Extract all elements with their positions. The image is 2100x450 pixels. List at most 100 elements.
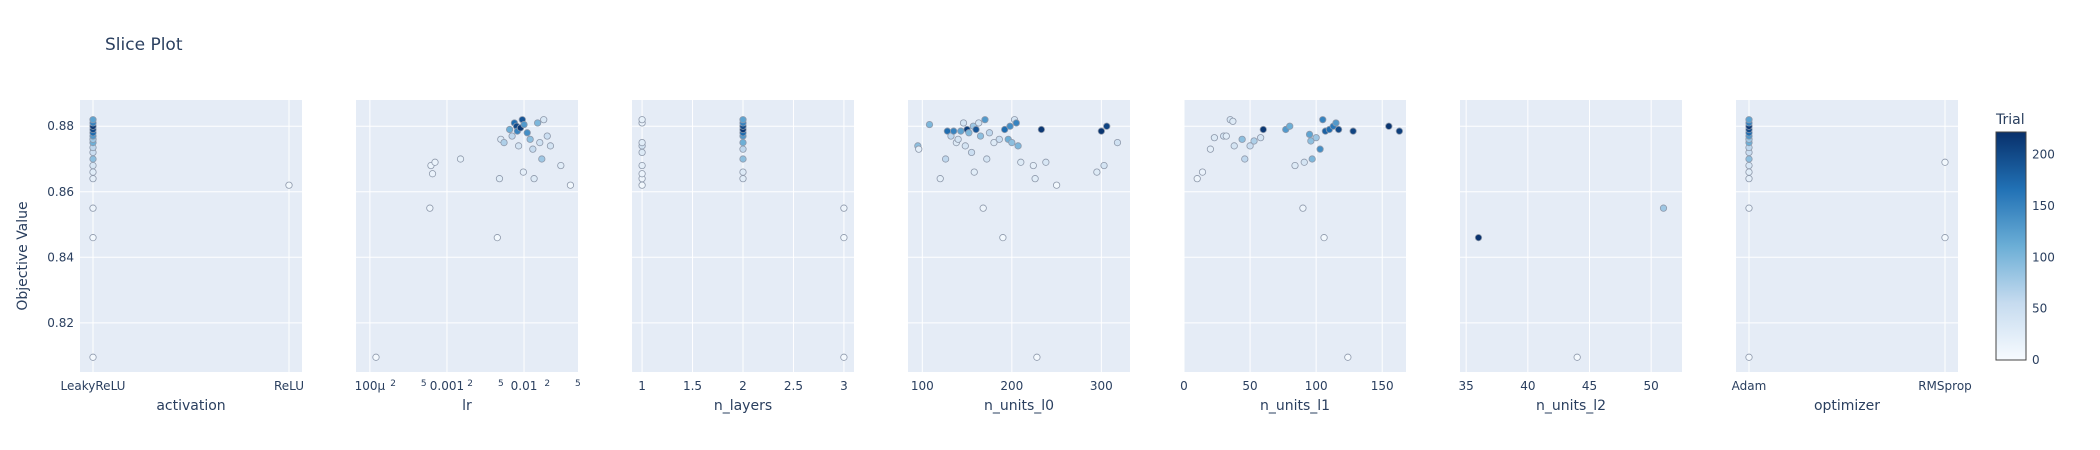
data-point bbox=[89, 161, 97, 170]
x-minor-tick-label: 5 bbox=[421, 379, 427, 389]
x-tick-label: 3 bbox=[840, 379, 848, 393]
y-axis: 0.82 0.84 0.86 0.88 bbox=[47, 119, 74, 330]
data-point bbox=[1238, 135, 1246, 143]
data-point bbox=[1229, 117, 1237, 125]
x-axis-title: n_units_l1 bbox=[1260, 398, 1330, 414]
data-point bbox=[985, 129, 994, 137]
data-point bbox=[1206, 145, 1215, 153]
data-point bbox=[957, 127, 965, 135]
panel-activation: LeakyReLU ReLU activation bbox=[61, 100, 304, 414]
data-point bbox=[1573, 353, 1581, 361]
data-point bbox=[534, 119, 542, 127]
data-point bbox=[1745, 168, 1753, 176]
data-point bbox=[936, 175, 944, 183]
data-point bbox=[89, 234, 97, 242]
data-point bbox=[1300, 158, 1308, 166]
data-point bbox=[1335, 125, 1343, 134]
data-point bbox=[523, 129, 531, 137]
x-tick-label: 45 bbox=[1582, 379, 1597, 393]
data-point bbox=[1385, 122, 1393, 130]
panel-n_layers: 1 1.5 2 2.5 3 n_layers bbox=[632, 100, 854, 414]
data-point bbox=[961, 142, 969, 150]
colorbar-bar bbox=[1995, 131, 2027, 361]
x-tick-label: 0.01 bbox=[511, 379, 538, 393]
data-point bbox=[1745, 155, 1753, 163]
data-point bbox=[1037, 125, 1045, 134]
data-point bbox=[1308, 155, 1316, 163]
x-minor-tick-label: 5 bbox=[575, 379, 581, 389]
data-point bbox=[1008, 139, 1016, 147]
data-point bbox=[1320, 234, 1328, 242]
data-point bbox=[990, 139, 998, 147]
data-point bbox=[1012, 119, 1020, 127]
data-point bbox=[840, 234, 848, 242]
data-point bbox=[983, 155, 991, 163]
data-point bbox=[1246, 142, 1254, 150]
panel-n_units_l0: 100 200 300 n_units_l0 bbox=[908, 100, 1130, 414]
data-point bbox=[1259, 125, 1267, 134]
panel-background bbox=[908, 100, 1130, 372]
data-point bbox=[1395, 127, 1403, 135]
x-axis-title: lr bbox=[462, 398, 472, 414]
x-axis-title: n_units_l2 bbox=[1536, 398, 1606, 414]
x-tick-label: 0 bbox=[1180, 379, 1188, 393]
data-point bbox=[1052, 181, 1061, 189]
x-tick-label: 50 bbox=[1242, 379, 1257, 393]
data-point bbox=[428, 170, 437, 178]
data-point bbox=[1198, 168, 1207, 176]
x-tick-label: 2 bbox=[739, 379, 747, 393]
x-axis-title: n_layers bbox=[714, 398, 772, 414]
data-point bbox=[1344, 353, 1352, 361]
data-point bbox=[1017, 158, 1025, 166]
colorbar-tick-label: 50 bbox=[2032, 302, 2047, 316]
data-point bbox=[975, 119, 983, 127]
x-tick-label: 100 bbox=[1305, 379, 1328, 393]
y-tick-label: 0.86 bbox=[47, 185, 74, 199]
data-point bbox=[89, 155, 97, 163]
data-point bbox=[508, 132, 516, 140]
data-point bbox=[1745, 161, 1753, 170]
data-point bbox=[1031, 175, 1039, 183]
data-point bbox=[89, 168, 97, 176]
data-point bbox=[1299, 204, 1307, 212]
data-point bbox=[1745, 204, 1753, 212]
y-tick-label: 0.82 bbox=[47, 316, 74, 330]
data-point bbox=[1319, 116, 1327, 124]
data-point bbox=[840, 353, 848, 361]
y-tick-label: 0.88 bbox=[47, 119, 74, 133]
trial-colorbar: Trial 0 50 100 150 200 bbox=[1995, 112, 2055, 367]
data-point bbox=[89, 175, 97, 183]
data-point bbox=[970, 168, 978, 176]
colorbar-title: Trial bbox=[1995, 112, 2025, 128]
data-point bbox=[1941, 234, 1949, 242]
data-point bbox=[999, 234, 1007, 242]
data-point bbox=[1291, 161, 1299, 170]
x-axis-title: activation bbox=[156, 398, 225, 414]
data-point bbox=[519, 168, 527, 176]
data-point bbox=[1250, 137, 1258, 145]
data-point bbox=[1286, 122, 1294, 130]
panel-background bbox=[1184, 100, 1406, 372]
subplot-panels: LeakyReLU ReLU activation 100μ 0.001 0.01 2 5 2 5… bbox=[47, 100, 1972, 414]
data-point bbox=[1193, 175, 1201, 183]
data-point bbox=[500, 139, 508, 147]
x-tick-label: ReLU bbox=[274, 379, 304, 393]
data-point bbox=[638, 148, 646, 157]
data-point bbox=[976, 132, 985, 140]
data-point bbox=[840, 204, 848, 212]
data-point bbox=[941, 155, 950, 163]
data-point bbox=[526, 135, 534, 143]
data-point bbox=[979, 204, 987, 212]
data-point bbox=[431, 158, 439, 166]
data-point bbox=[89, 353, 97, 361]
x-minor-tick-label: 2 bbox=[467, 379, 473, 389]
x-tick-label: RMSprop bbox=[1918, 379, 1972, 393]
y-axis-title: Objective Value bbox=[15, 201, 31, 310]
data-point bbox=[1332, 119, 1340, 127]
x-tick-label: 35 bbox=[1459, 379, 1474, 393]
colorbar-tick-label: 200 bbox=[2032, 148, 2055, 162]
data-point bbox=[89, 116, 97, 124]
data-point bbox=[1001, 125, 1009, 134]
data-point bbox=[1006, 122, 1014, 130]
